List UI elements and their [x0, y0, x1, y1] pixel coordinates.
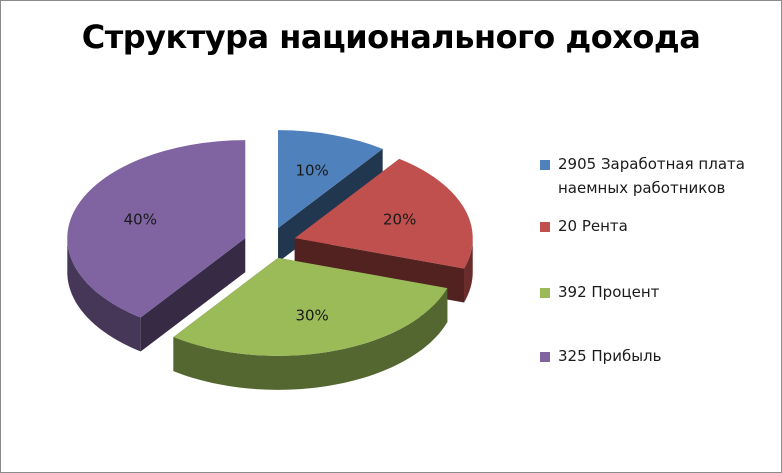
- pie-slice-label: 10%: [295, 161, 328, 179]
- pie-slice: [67, 140, 246, 318]
- legend-label: 2905 Заработная плата наемных работников: [558, 155, 745, 197]
- pie-slice-wall: [464, 238, 473, 303]
- pie-slice-side: [140, 238, 246, 352]
- legend: 2905 Заработная плата наемных работников…: [540, 152, 780, 368]
- legend-swatch: [540, 222, 550, 232]
- legend-label: 20 Рента: [558, 217, 628, 235]
- legend-swatch: [540, 160, 550, 170]
- legend-swatch: [540, 288, 550, 298]
- legend-swatch: [540, 352, 550, 362]
- pie-slice: [294, 158, 473, 269]
- legend-item: 392 Процент: [540, 280, 780, 330]
- pie-tops: [67, 130, 473, 356]
- pie-slice-wall: [173, 288, 448, 390]
- pie-slice: [173, 257, 448, 356]
- pie-slice-label: 20%: [383, 210, 416, 228]
- legend-label: 392 Процент: [558, 283, 660, 301]
- legend-item: 2905 Заработная плата наемных работников: [540, 152, 780, 204]
- legend-label: 325 Прибыль: [558, 347, 662, 365]
- pie-slice: [278, 130, 383, 229]
- legend-item: 20 Рента: [540, 214, 780, 264]
- legend-item: 325 Прибыль: [540, 344, 780, 368]
- chart-title: Структура национального дохода: [81, 18, 701, 56]
- pie-slice-wall: [67, 240, 141, 352]
- pie-slice-label: 30%: [295, 307, 328, 325]
- pie-slice-label: 40%: [124, 210, 157, 228]
- pie-labels: 10% 20% 30% 40%: [124, 161, 417, 324]
